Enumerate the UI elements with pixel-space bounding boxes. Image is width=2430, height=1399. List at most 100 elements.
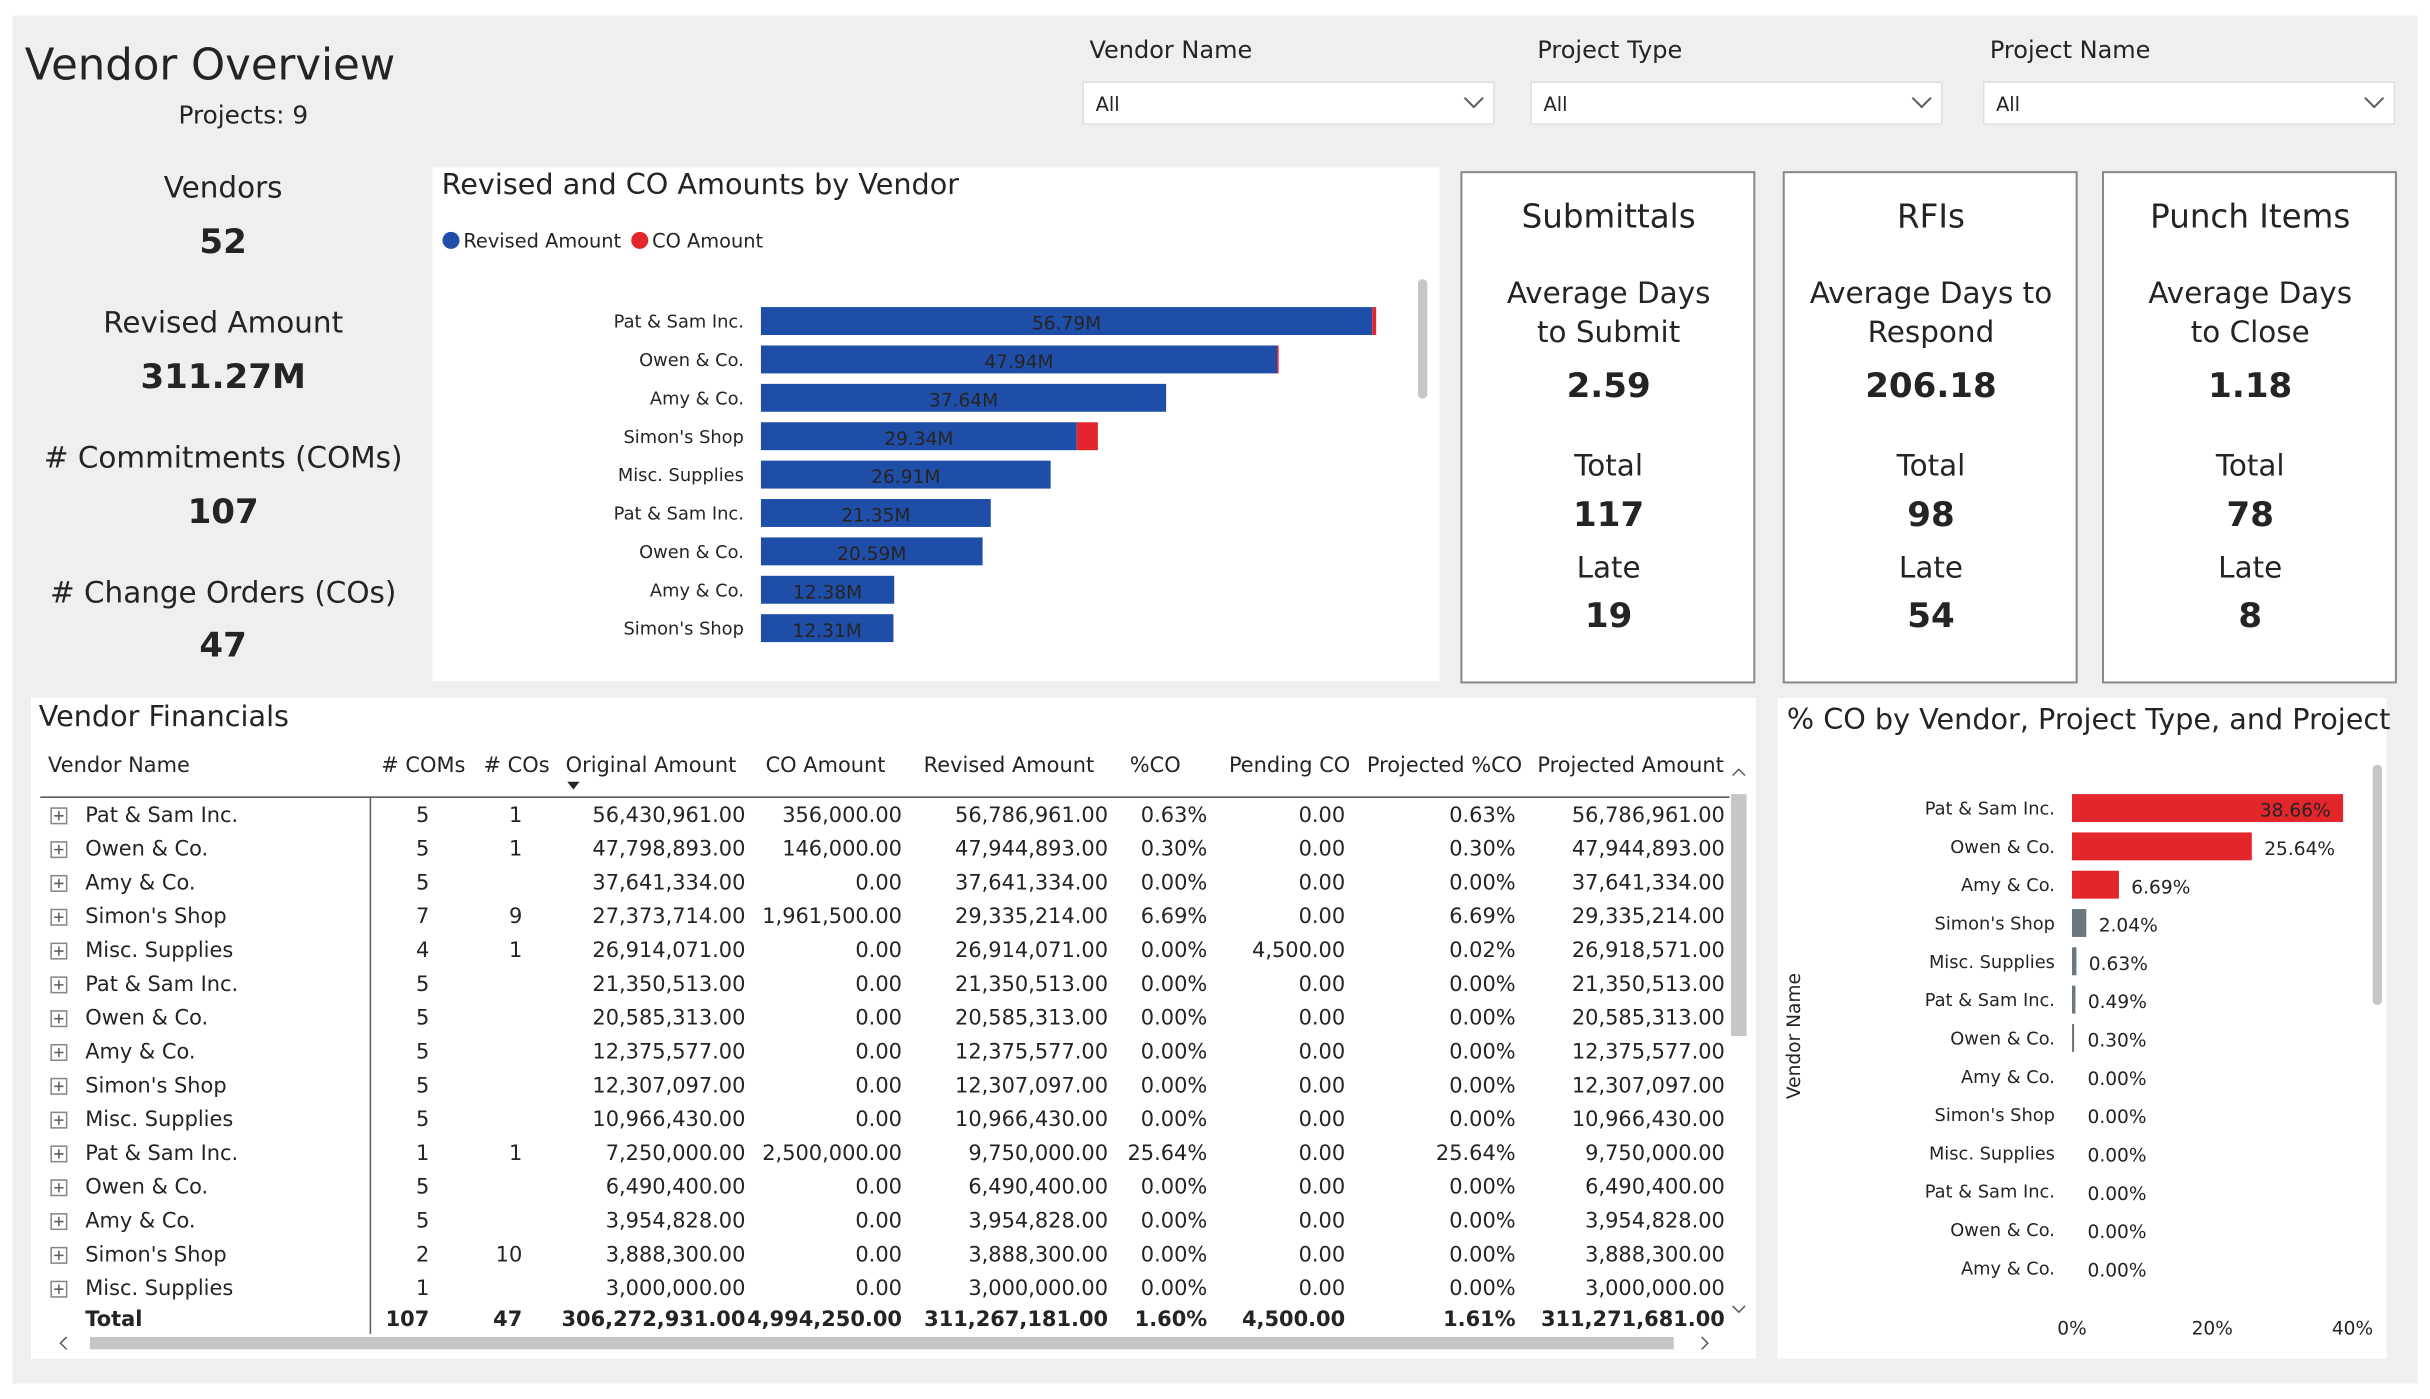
bar — [2072, 794, 2344, 823]
card-late-label: Late — [2218, 551, 2282, 585]
table-cell: 0.00% — [1449, 1242, 1515, 1266]
table-cell: Owen & Co. — [85, 1175, 208, 1199]
card-total: 98 — [1907, 495, 1954, 535]
bar-value-label: 0.00% — [2088, 1145, 2147, 1166]
scroll-up[interactable] — [1732, 768, 1746, 777]
table-cell: 0.00% — [1449, 972, 1515, 996]
category-label: Pat & Sam Inc. — [1925, 1182, 2055, 1203]
table-cell: 0.00% — [1449, 1175, 1515, 1199]
column-header: # COMs — [381, 753, 465, 777]
table-cell: 12,307,097.00 — [955, 1073, 1108, 1097]
card-late-label: Late — [1577, 551, 1641, 585]
table-cell: Simon's Shop — [85, 904, 226, 928]
card-metric: Respond — [1868, 315, 1995, 349]
category-label: Simon's Shop — [623, 427, 743, 448]
column-header: Revised Amount — [924, 753, 1095, 777]
expand-plus — [54, 946, 64, 956]
column-header: Projected Amount — [1537, 753, 1724, 777]
filter-dropdown[interactable] — [1530, 81, 1943, 125]
filter-value: All — [1544, 93, 1568, 116]
bar-value-label: 12.38M — [793, 582, 862, 603]
filter-value: All — [1096, 93, 1120, 116]
table-cell: Simon's Shop — [85, 1242, 226, 1266]
table-cell: 4,500.00 — [1242, 1307, 1345, 1331]
bar — [760, 614, 894, 643]
expand-plus — [54, 1115, 64, 1125]
table-cell: 5 — [416, 803, 429, 827]
scrollbar-thumb — [1418, 279, 1428, 399]
table-cell: 47 — [493, 1307, 522, 1331]
table-cell: Pat & Sam Inc. — [85, 803, 238, 827]
v-scrollbar-thumb — [1731, 794, 1747, 1037]
expand-plus — [54, 1081, 64, 1091]
table-cell: 26,918,571.00 — [1572, 938, 1725, 962]
chart-title: Revised and CO Amounts by Vendor — [442, 167, 960, 201]
scroll-right[interactable] — [1701, 1336, 1709, 1350]
table-cell: 25.64% — [1436, 1141, 1516, 1165]
table-cell: 0.00 — [855, 1175, 902, 1199]
table-cell: 6.69% — [1141, 904, 1207, 928]
card-total-label: Total — [2215, 448, 2285, 482]
table-cell: 47,944,893.00 — [1572, 837, 1725, 861]
card-title: Punch Items — [2150, 198, 2350, 236]
category-label: Owen & Co. — [639, 350, 744, 371]
bar-value-label: 0.00% — [2088, 1069, 2147, 1090]
chevron — [1911, 96, 1932, 109]
card-total: 117 — [1573, 495, 1644, 535]
card-metric: Average Days — [2148, 276, 2352, 310]
filter-dropdown[interactable] — [1082, 81, 1495, 125]
filter-dropdown[interactable] — [1982, 81, 2396, 125]
category-label: Owen & Co. — [639, 542, 744, 563]
bar — [760, 537, 983, 566]
table-cell: 0.00 — [1299, 1175, 1346, 1199]
table-cell: Total — [85, 1307, 142, 1331]
expand-plus — [54, 1014, 64, 1024]
table-cell: 0.00% — [1449, 1006, 1515, 1030]
bar-value-label: 0.00% — [2088, 1184, 2147, 1205]
table-cell: 3,000,000.00 — [606, 1276, 746, 1300]
card-total-label: Total — [1573, 448, 1643, 482]
bar-value-label: 37.64M — [929, 390, 998, 411]
table-cell: 29,335,214.00 — [955, 904, 1108, 928]
table-cell: 56,786,961.00 — [955, 803, 1108, 827]
kpi-label: Revised Amount — [103, 306, 343, 340]
table-cell: 107 — [386, 1307, 430, 1331]
table-cell: 0.00 — [1299, 1006, 1346, 1030]
table-cell: 37,641,334.00 — [955, 870, 1108, 894]
card-average: 2.59 — [1567, 366, 1651, 406]
x-tick-label: 0% — [2057, 1319, 2086, 1340]
table-cell: 0.00% — [1449, 1209, 1515, 1233]
table-cell: 0.00 — [855, 1107, 902, 1131]
bar — [2072, 909, 2087, 937]
table-cell: 0.30% — [1141, 837, 1207, 861]
table-cell: 9 — [509, 904, 522, 928]
table-cell: 0.00% — [1141, 1209, 1207, 1233]
table-cell: 0.00 — [1299, 1073, 1346, 1097]
table-cell: 56,786,961.00 — [1572, 803, 1725, 827]
table-cell: 3,888,300.00 — [1585, 1242, 1725, 1266]
table-cell: 12,307,097.00 — [592, 1073, 745, 1097]
table-cell: 21,350,513.00 — [592, 972, 745, 996]
bar-value-label: 0.49% — [2088, 992, 2147, 1013]
bar — [760, 307, 1373, 336]
table-cell: 311,271,681.00 — [1541, 1307, 1725, 1331]
legend-label: Revised Amount — [463, 229, 621, 252]
scroll-down[interactable] — [1732, 1305, 1746, 1314]
table-cell: 0.00 — [1299, 803, 1346, 827]
column-header: Pending CO — [1229, 753, 1350, 777]
legend-marker — [442, 231, 460, 249]
table-cell: 3,954,828.00 — [606, 1209, 746, 1233]
scroll-left[interactable] — [59, 1336, 68, 1350]
table-cell: 10,966,430.00 — [1572, 1107, 1725, 1131]
x-tick-label: 20% — [2192, 1319, 2233, 1340]
table-cell: 1,961,500.00 — [762, 904, 902, 928]
category-label: Pat & Sam Inc. — [1925, 990, 2055, 1011]
kpi-value: 47 — [199, 625, 246, 665]
card-title: RFIs — [1897, 198, 1965, 236]
table-cell: 1 — [416, 1141, 429, 1165]
table-cell: Misc. Supplies — [85, 1107, 233, 1131]
axis-title: Vendor Name — [1784, 973, 1805, 1099]
filter-label: Project Name — [1990, 36, 2151, 64]
table-cell: 10 — [496, 1242, 523, 1266]
table-cell: 0.00 — [855, 972, 902, 996]
